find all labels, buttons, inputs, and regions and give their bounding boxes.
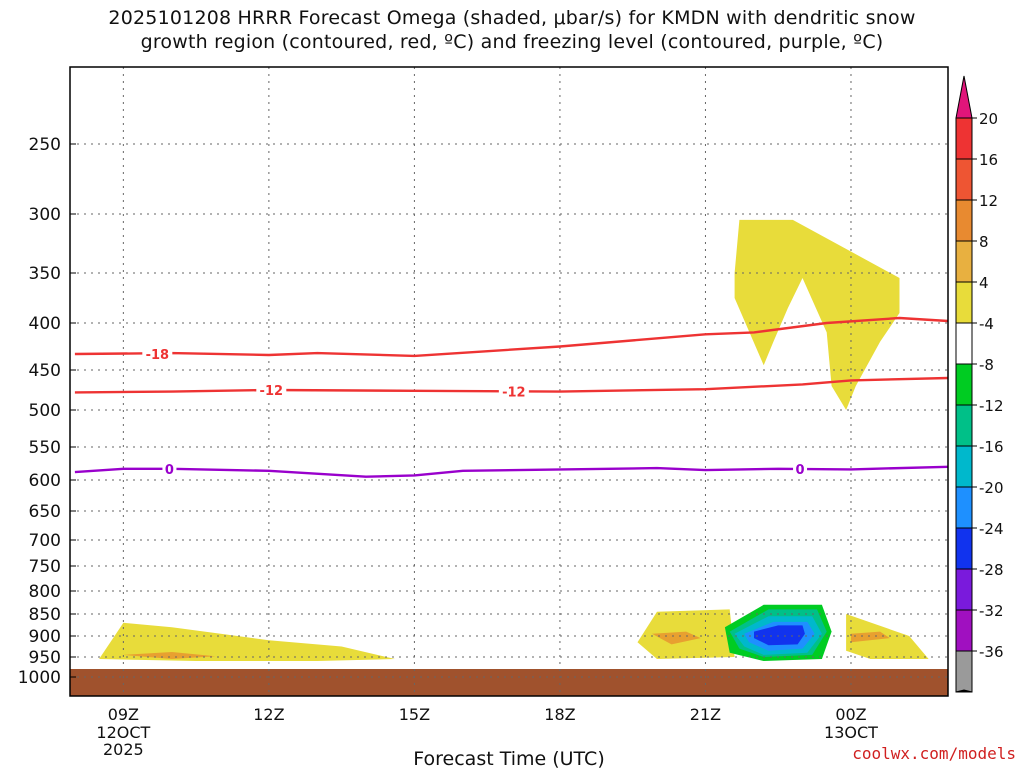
x-tick-sublabel: 2025 [103,740,144,759]
colorbar-segment-11 [955,568,973,611]
chart-title-line2: growth region (contoured, red, ºC) and f… [140,31,884,53]
colorbar-label: -12 [979,397,1004,415]
omega-region-11 [754,625,805,646]
omega-region-1 [123,652,216,659]
colorbar-segment-7 [955,404,973,447]
x-tick-sublabel: 13OCT [824,723,878,742]
contour-label-bg [498,383,529,400]
omega-region-6 [734,219,900,410]
x-tick-label: 12Z [253,705,284,724]
colorbar-segment-1 [955,158,973,201]
contour-label-bg [256,382,287,398]
contour-label: 0 [165,463,174,478]
contour-line-1 [74,376,949,394]
x-tick-label: 21Z [690,705,721,724]
contour-label-bg [142,346,173,363]
contour-line-0 [74,316,949,358]
colorbar-segment-10 [955,527,973,570]
colorbar-label: -20 [979,479,1004,497]
colorbar-label: -4 [979,315,994,333]
site-credit[interactable]: coolwx.com/models [852,744,1016,763]
colorbar-segment-8 [955,445,973,488]
chart-title-line1: 2025101208 HRRR Forecast Omega (shaded, … [108,7,916,29]
colorbar-label: -32 [979,602,1004,620]
y-tick-label: 250 [29,135,61,155]
colorbar-segment-9 [955,486,973,529]
y-tick-label: 400 [29,314,61,334]
plot-frame [69,66,949,697]
x-tick-label: 00Z [835,705,866,724]
colorbar-label: -24 [979,520,1004,538]
contour-label: -12 [502,386,526,401]
y-tick-label: 800 [29,582,61,602]
y-tick-label: 350 [29,264,61,284]
colorbar-segment-12 [955,609,973,652]
y-tick-label: 550 [29,438,61,458]
y-tick-label: 700 [29,531,61,551]
colorbar-top-arrow [955,75,973,119]
colorbar-label: 4 [979,274,989,292]
colorbar-label: 20 [979,110,998,128]
y-tick-label: 1000 [18,668,61,688]
x-tick-sublabel: 12OCT [96,723,150,742]
x-tick-label: 09Z [108,705,139,724]
plot-background [70,67,948,696]
contour-label: 0 [796,463,805,478]
y-tick-label: 600 [29,471,61,491]
colorbar-label: -36 [979,643,1004,661]
contour-label: -18 [146,348,170,363]
colorbar-segment-6 [955,363,973,406]
colorbar-label: 16 [979,151,998,169]
y-tick-label: 500 [29,401,61,421]
colorbar-segment-0 [955,117,973,160]
colorbar-segment-3 [955,240,973,283]
y-tick-label: 750 [29,557,61,577]
omega-region-3 [652,631,701,645]
omega-region-5 [851,631,890,643]
x-tick-label: 15Z [399,705,430,724]
chart-title: 2025101208 HRRR Forecast Omega (shaded, … [0,6,1024,54]
colorbar-label: 8 [979,233,989,251]
contour-label: -12 [260,384,284,399]
colorbar-segment-13 [955,650,973,693]
y-tick-label: 850 [29,605,61,625]
y-tick-label: 300 [29,205,61,225]
y-tick-label: 900 [29,627,61,647]
colorbar-segment-4 [955,281,973,324]
colorbar-label: 12 [979,192,998,210]
ground-band [70,669,948,696]
colorbar-label: -8 [979,356,994,374]
colorbar-label: -28 [979,561,1004,579]
contour-label-bg [162,460,177,477]
omega-region-0 [99,622,395,661]
colorbar-bottom-arrow [955,689,973,693]
colorbar-segment-5 [955,322,973,365]
colorbar-segment-2 [955,199,973,242]
y-tick-label: 650 [29,502,61,522]
colorbar-label: -16 [979,438,1004,456]
y-tick-label: 950 [29,648,61,668]
contour-label-bg [793,460,808,477]
y-tick-label: 450 [29,361,61,381]
x-tick-label: 18Z [544,705,575,724]
x-axis-label: Forecast Time (UTC) [413,748,604,768]
